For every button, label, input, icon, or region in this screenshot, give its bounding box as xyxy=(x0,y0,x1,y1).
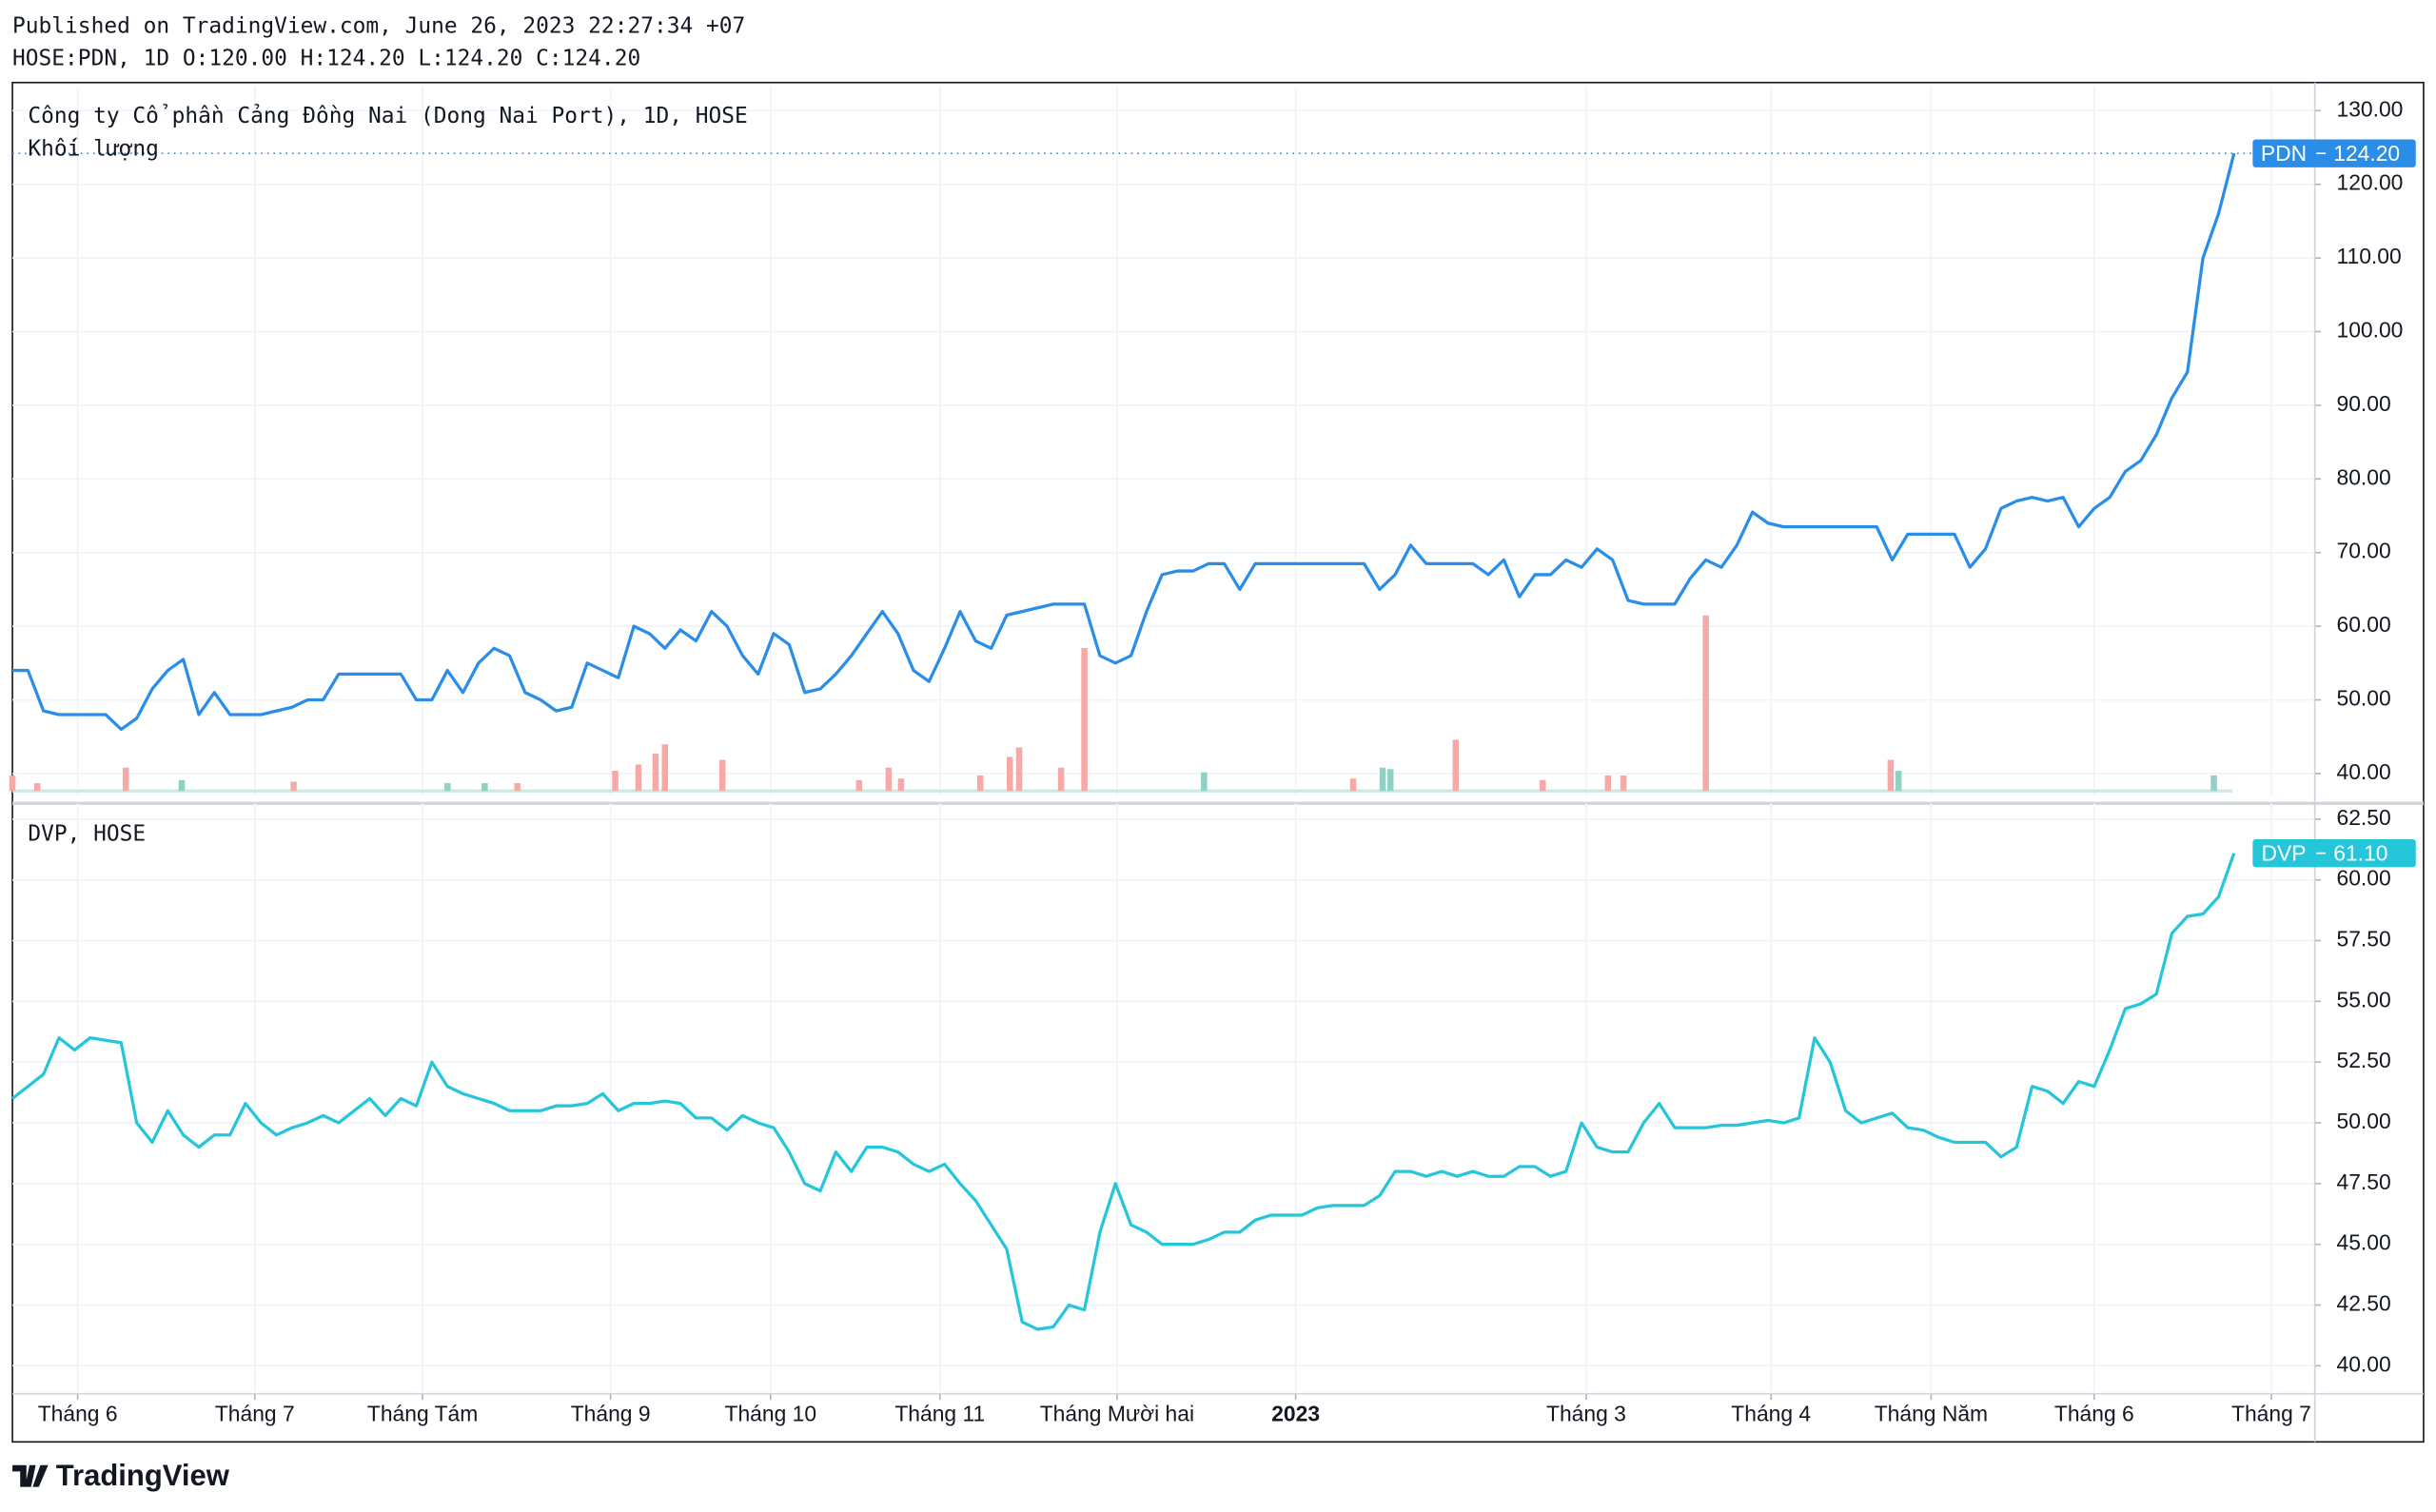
label-layer: Tháng 6 Tháng 7 Tháng Tám Tháng 9 Tháng 10 Th… xyxy=(28,96,2416,1426)
mark-layer xyxy=(9,152,2236,1331)
y-tick-label: 57.50 xyxy=(2337,927,2391,952)
volume-bar xyxy=(514,783,521,792)
volume-bar xyxy=(1057,767,1065,792)
volume-bar xyxy=(9,775,16,792)
volume-bar xyxy=(2210,775,2217,792)
y-tick-label: 80.00 xyxy=(2337,464,2391,489)
volume-bar xyxy=(1452,739,1460,792)
volume-bar xyxy=(290,781,297,792)
price-tag: DVP 61.10 xyxy=(2252,838,2416,868)
volume-bar xyxy=(1702,615,1709,792)
volume-bar xyxy=(855,779,863,792)
price-tag-value: 124.20 xyxy=(2333,141,2400,166)
price-tag-name: PDN xyxy=(2261,141,2307,166)
price-tag-name: DVP xyxy=(2262,840,2307,865)
y-tick-label: 50.00 xyxy=(2337,1109,2391,1133)
x-tick-label: Tháng 4 xyxy=(1731,1402,1811,1426)
volume-bar xyxy=(652,754,659,792)
volume-bar xyxy=(122,767,129,792)
volume-bar xyxy=(1379,767,1386,792)
y-tick-label: 70.00 xyxy=(2337,539,2391,563)
x-tick-label: Tháng Tám xyxy=(367,1402,478,1426)
price-line xyxy=(12,152,2236,732)
ohlc-line: HOSE:PDN, 1D O:120.00 H:124.20 L:124.20 … xyxy=(12,47,640,71)
x-tick-label: Tháng 7 xyxy=(2231,1402,2311,1426)
volume-bar xyxy=(1895,771,1902,792)
volume-bar xyxy=(1349,778,1357,792)
price-tag-box xyxy=(2252,139,2416,167)
y-tick-label: 100.00 xyxy=(2337,318,2404,343)
x-tick-label: Tháng 7 xyxy=(215,1402,295,1426)
y-tick-label: 90.00 xyxy=(2337,391,2391,416)
y-tick-label: 40.00 xyxy=(2337,1351,2391,1376)
logo: TradingView xyxy=(12,1459,230,1492)
price-tag-value: 61.10 xyxy=(2333,840,2387,865)
volume-bar xyxy=(885,767,893,792)
price-tag-box xyxy=(2252,838,2416,868)
y-tick-label: 120.00 xyxy=(2337,170,2404,195)
pane-title: DVP, HOSE xyxy=(28,821,146,846)
x-tick-label: Tháng Năm xyxy=(1875,1402,1988,1426)
volume-bar xyxy=(1386,769,1394,792)
price-tag: PDN 124.20 xyxy=(2252,139,2416,167)
volume-bar xyxy=(1081,648,1088,792)
volume-bar xyxy=(1620,775,1627,792)
x-tick-label: Tháng 11 xyxy=(894,1402,985,1426)
volume-legend: Khối lượng xyxy=(28,136,159,161)
volume-bar xyxy=(1604,775,1612,792)
volume-bar xyxy=(481,783,488,792)
volume-bar xyxy=(178,779,186,792)
y-tick-label: 60.00 xyxy=(2337,612,2391,637)
y-tick-label: 45.00 xyxy=(2337,1230,2391,1255)
volume-bar xyxy=(612,771,619,792)
volume-bar xyxy=(443,783,451,792)
y-tick-label: 110.00 xyxy=(2337,244,2402,268)
x-tick-label: 2023 xyxy=(1271,1402,1320,1426)
volume-bar xyxy=(33,783,41,792)
volume-bar xyxy=(635,764,642,792)
published-line: Published on TradingView.com, June 26, 2… xyxy=(12,13,745,38)
brand: TradingView xyxy=(56,1459,230,1492)
volume-bar xyxy=(1006,756,1013,792)
volume-bar xyxy=(1201,772,1208,792)
volume-bar xyxy=(1015,747,1023,792)
x-tick-label: Tháng 3 xyxy=(1546,1402,1626,1426)
volume-bar xyxy=(1887,759,1895,792)
y-tick-label: 47.50 xyxy=(2337,1169,2391,1194)
x-tick-label: Tháng 9 xyxy=(571,1402,651,1426)
price-line xyxy=(11,853,2236,1331)
x-tick-label: Tháng Mười hai xyxy=(1040,1402,1194,1426)
pane-title: Công ty Cổ phần Cảng Đồng Nai (Dong Nai … xyxy=(28,103,747,128)
volume-bar xyxy=(661,744,669,792)
x-tick-label: Tháng 6 xyxy=(38,1402,118,1426)
volume-bar xyxy=(1539,779,1546,792)
y-tick-label: 62.50 xyxy=(2337,805,2391,830)
y-tick-label: 42.50 xyxy=(2337,1291,2391,1316)
logo-icon xyxy=(12,1464,49,1487)
chart-frame xyxy=(11,81,2425,1443)
y-tick-label: 50.00 xyxy=(2337,686,2391,711)
volume-bar xyxy=(718,759,726,792)
y-tick-label: 52.50 xyxy=(2337,1048,2391,1072)
y-tick-label: 130.00 xyxy=(2337,96,2404,121)
volume-bar xyxy=(897,778,905,792)
grid-layer xyxy=(12,86,2322,1401)
x-tick-label: Tháng 10 xyxy=(725,1402,817,1426)
x-tick-label: Tháng 6 xyxy=(2054,1402,2134,1426)
volume-bar xyxy=(976,775,984,792)
y-tick-label: 40.00 xyxy=(2337,759,2391,784)
y-tick-label: 55.00 xyxy=(2337,987,2391,1011)
y-tick-label: 60.00 xyxy=(2337,866,2391,891)
